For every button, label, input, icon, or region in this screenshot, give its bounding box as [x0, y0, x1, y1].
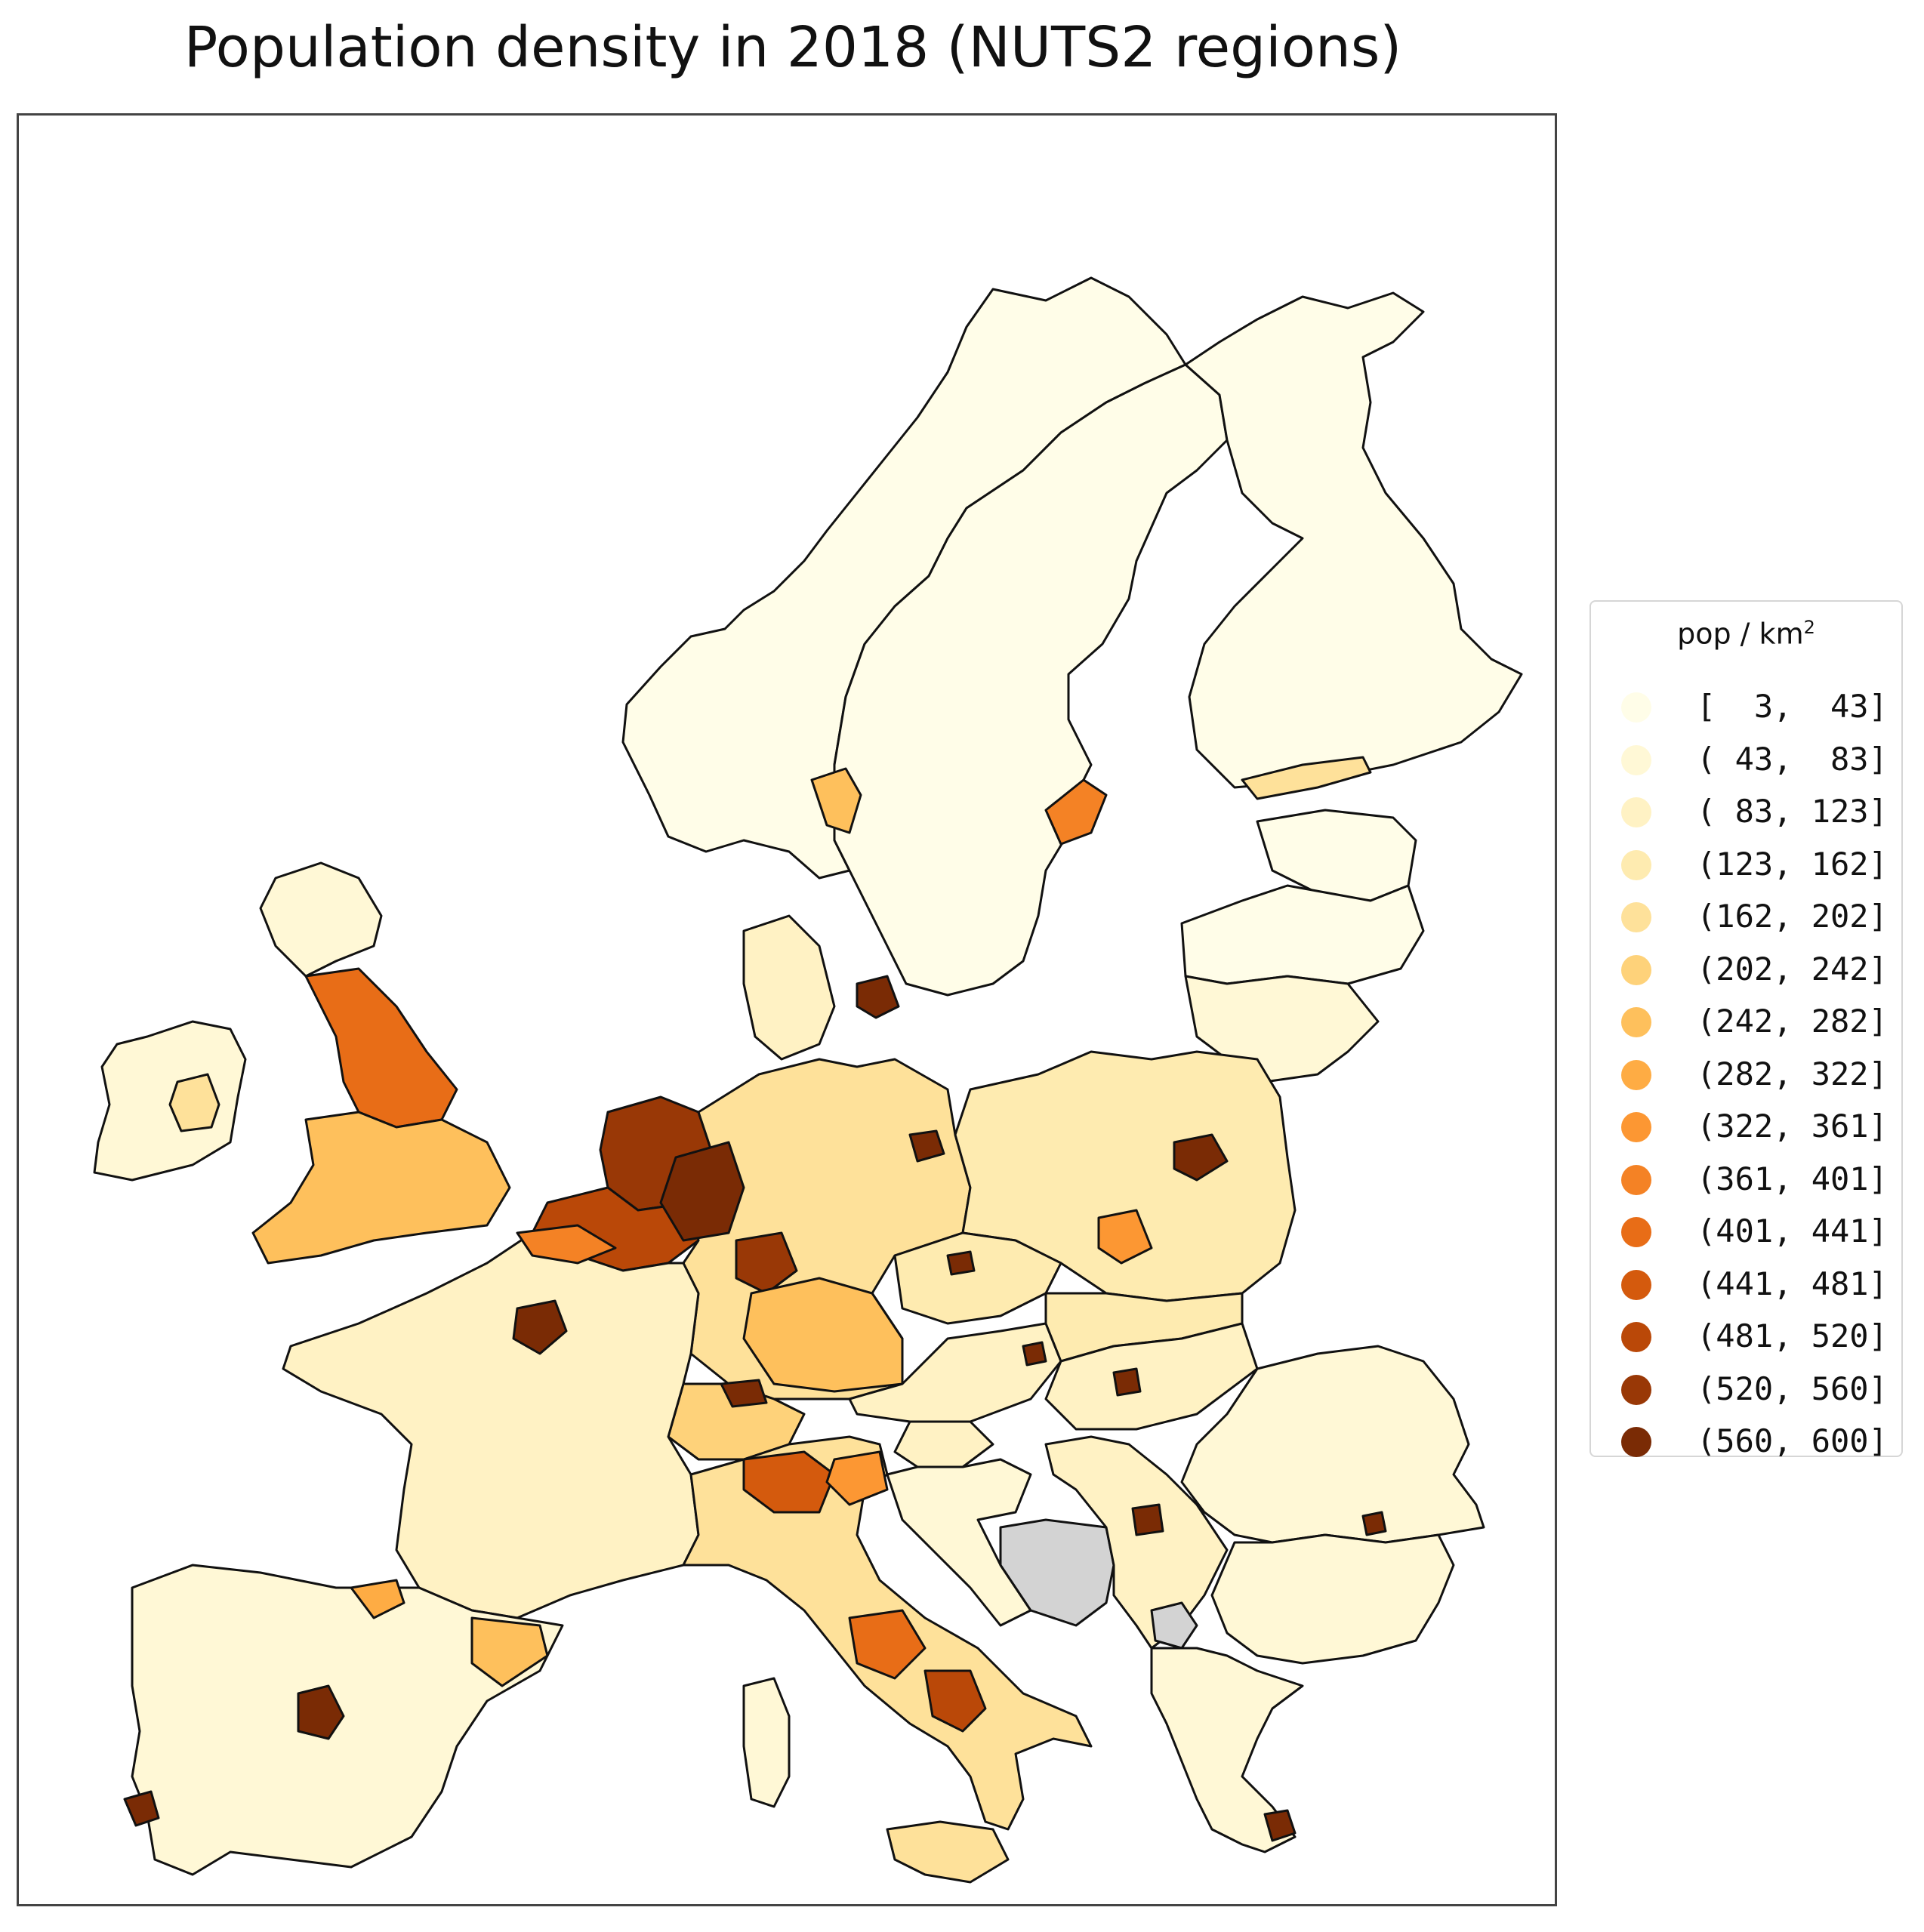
- region-bosnia: [999, 1518, 1115, 1627]
- legend-item: ( 43, 83]: [1621, 738, 1893, 783]
- legend-item: (123, 162]: [1621, 843, 1893, 888]
- legend-swatch: [1621, 849, 1651, 880]
- legend-label: (282, 322]: [1697, 1055, 1888, 1092]
- region-lisbon: [123, 1790, 160, 1827]
- legend-label: (361, 401]: [1697, 1160, 1888, 1197]
- region-silesia: [1097, 1209, 1153, 1265]
- legend-swatch: [1621, 1322, 1651, 1352]
- region-croatia: [886, 1458, 1032, 1627]
- legend-label: (202, 242]: [1697, 950, 1888, 988]
- legend-item: (520, 560]: [1621, 1367, 1893, 1413]
- legend-swatch: [1621, 797, 1651, 827]
- legend-item: (361, 401]: [1621, 1157, 1893, 1203]
- legend-item: (202, 242]: [1621, 948, 1893, 993]
- region-latvia: [1180, 884, 1425, 985]
- region-ruhr: [659, 1141, 745, 1242]
- legend-swatch: [1621, 1059, 1651, 1090]
- region-campania: [923, 1669, 987, 1733]
- legend-swatch: [1621, 1374, 1651, 1405]
- legend-label: (481, 520]: [1697, 1317, 1888, 1354]
- region-berlin: [908, 1129, 945, 1163]
- legend-item: ( 83, 123]: [1621, 790, 1893, 835]
- region-prague: [946, 1250, 976, 1276]
- legend-swatch: [1621, 692, 1651, 723]
- legend-item: (401, 441]: [1621, 1209, 1893, 1255]
- region-scotland: [259, 861, 383, 978]
- region-warsaw: [1173, 1133, 1229, 1182]
- legend-label: (520, 560]: [1697, 1370, 1888, 1407]
- region-slovenia: [893, 1420, 994, 1468]
- legend-label: ( 83, 123]: [1697, 793, 1888, 830]
- legend-swatch: [1621, 1112, 1651, 1142]
- legend-item: (441, 481]: [1621, 1262, 1893, 1308]
- legend-item: (322, 361]: [1621, 1105, 1893, 1150]
- region-bulgaria: [1210, 1533, 1455, 1665]
- region-denmark: [742, 914, 836, 1061]
- region-southern-england: [251, 1111, 511, 1265]
- legend-item: (481, 520]: [1621, 1314, 1893, 1360]
- region-rhein-main: [735, 1231, 798, 1295]
- legend-swatch: [1621, 902, 1651, 932]
- region-ile-de-france: [512, 1299, 568, 1355]
- region-france: [282, 1231, 700, 1619]
- region-lombardy: [742, 1450, 836, 1514]
- region-iberia: [131, 1564, 564, 1876]
- region-northern-england: [304, 967, 458, 1129]
- legend-swatch: [1621, 1007, 1651, 1037]
- legend-label: (401, 441]: [1697, 1213, 1888, 1249]
- legend-swatch: [1621, 1164, 1651, 1195]
- legend-item: [ 3, 43]: [1621, 685, 1893, 730]
- legend-label: [ 3, 43]: [1697, 688, 1888, 725]
- legend-label: (560, 600]: [1697, 1422, 1888, 1459]
- region-copenhagen: [856, 975, 900, 1019]
- region-stockholm: [1044, 778, 1108, 846]
- legend-swatch: [1621, 1427, 1651, 1457]
- legend-label: (441, 481]: [1697, 1265, 1888, 1302]
- region-nord: [516, 1224, 617, 1265]
- region-madrid: [297, 1684, 345, 1740]
- legend-label: ( 43, 83]: [1697, 740, 1888, 778]
- region-vienna: [1022, 1341, 1047, 1367]
- legend-label: (162, 202]: [1697, 898, 1888, 935]
- legend-swatch: [1621, 1269, 1651, 1300]
- legend-item: (162, 202]: [1621, 895, 1893, 940]
- region-bavaria: [742, 1277, 904, 1393]
- region-bucharest: [1361, 1511, 1387, 1536]
- region-oslo: [810, 767, 862, 834]
- legend-item: (560, 600]: [1621, 1419, 1893, 1465]
- legend-label: (123, 162]: [1697, 845, 1888, 883]
- region-finland: [1184, 291, 1523, 789]
- legend-label: (322, 361]: [1697, 1108, 1888, 1145]
- region-lazio: [848, 1609, 927, 1680]
- region-veneto: [825, 1450, 889, 1506]
- region-hungary: [1044, 1322, 1259, 1431]
- region-athens: [1263, 1809, 1297, 1842]
- legend-title: pop / km2: [1591, 617, 1901, 651]
- legend-label: (242, 282]: [1697, 1003, 1888, 1040]
- choropleth-map: [93, 276, 1523, 1884]
- region-kosovo: [1150, 1601, 1198, 1650]
- legend: pop / km2 [ 3, 43] ( 43, 83] ( 83, 123] (12…: [1589, 600, 1903, 1459]
- region-budapest: [1112, 1367, 1142, 1397]
- region-sweden: [833, 363, 1229, 997]
- region-zurich: [720, 1379, 768, 1408]
- legend-swatch: [1621, 954, 1651, 985]
- region-ireland: [93, 1020, 247, 1182]
- legend-swatch: [1621, 744, 1651, 775]
- region-dublin: [168, 1073, 220, 1132]
- legend-item: (282, 322]: [1621, 1052, 1893, 1098]
- legend-title-text: pop / km: [1677, 617, 1804, 651]
- legend-title-superscript: 2: [1803, 617, 1815, 638]
- legend-item: (242, 282]: [1621, 1000, 1893, 1045]
- region-belgrade: [1131, 1503, 1164, 1536]
- region-barcelona: [470, 1616, 549, 1687]
- region-basque: [350, 1579, 405, 1619]
- map-frame: [17, 113, 1557, 1906]
- region-sicily: [886, 1820, 1010, 1884]
- legend-swatch: [1621, 1217, 1651, 1247]
- region-helsinki-uusimaa: [1241, 756, 1372, 800]
- region-sardinia: [742, 1677, 791, 1808]
- map-title: Population density in 2018 (NUTS2 region…: [183, 15, 1402, 80]
